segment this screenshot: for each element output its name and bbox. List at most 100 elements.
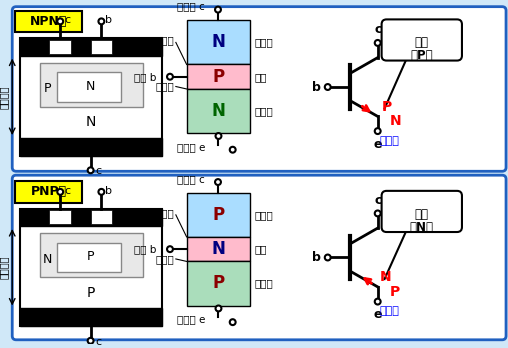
Text: 集电极 c: 集电极 c (177, 174, 205, 184)
Text: N: N (86, 80, 96, 93)
Circle shape (99, 18, 104, 24)
Bar (20, 38, 162, 156)
Circle shape (167, 246, 173, 252)
Bar (15, 10, 82, 32)
Text: e: e (373, 138, 382, 151)
FancyBboxPatch shape (12, 7, 506, 171)
Text: P: P (44, 82, 51, 95)
Text: 集电区: 集电区 (254, 38, 273, 47)
Text: P: P (87, 286, 96, 300)
Text: 中间: 中间 (415, 208, 429, 221)
Bar (20, 208, 162, 326)
Bar (90, 40, 112, 54)
Text: 发射极 e: 发射极 e (177, 314, 205, 324)
Bar (40, 63, 143, 106)
Text: 为N区: 为N区 (410, 221, 434, 234)
Bar (186, 237, 250, 261)
Text: P: P (87, 250, 94, 263)
Text: P: P (212, 206, 225, 224)
FancyBboxPatch shape (12, 175, 506, 340)
Circle shape (57, 189, 63, 195)
Text: b: b (312, 80, 321, 94)
Bar (186, 89, 250, 133)
Text: 几百微米: 几百微米 (0, 255, 8, 279)
FancyBboxPatch shape (382, 19, 462, 61)
Text: 基极 b: 基极 b (134, 72, 156, 82)
Text: 集电区: 集电区 (254, 210, 273, 220)
Text: N: N (211, 33, 226, 52)
Text: 发射极: 发射极 (379, 136, 399, 146)
Circle shape (375, 128, 380, 134)
Circle shape (375, 40, 380, 46)
Text: 集电极 c: 集电极 c (177, 2, 205, 12)
Text: N: N (86, 115, 97, 129)
Text: 发射结: 发射结 (155, 254, 174, 264)
Text: c: c (96, 337, 102, 347)
Bar (90, 211, 112, 224)
Text: P: P (212, 275, 225, 292)
Bar (57, 243, 121, 272)
Text: 集电结: 集电结 (155, 35, 174, 46)
Text: P: P (382, 100, 392, 113)
Text: N: N (43, 253, 52, 266)
Circle shape (215, 7, 221, 13)
Text: b: b (105, 186, 112, 196)
Text: b: b (105, 15, 112, 25)
Bar (20, 138, 162, 156)
Text: c: c (374, 23, 382, 36)
Bar (20, 308, 162, 326)
Bar (40, 233, 143, 277)
Bar (186, 261, 250, 306)
Circle shape (325, 84, 331, 90)
Circle shape (325, 254, 331, 260)
Text: N: N (211, 102, 226, 120)
Circle shape (375, 211, 380, 216)
Text: 几百微米: 几百微米 (0, 85, 8, 109)
Text: b: b (312, 251, 321, 264)
Text: P: P (212, 68, 225, 86)
Bar (186, 193, 250, 237)
Bar (20, 38, 162, 56)
Bar (49, 40, 71, 54)
Circle shape (230, 319, 236, 325)
Circle shape (375, 299, 380, 304)
Bar (186, 21, 250, 64)
Bar (186, 64, 250, 89)
FancyBboxPatch shape (382, 191, 462, 232)
Text: c: c (374, 193, 382, 207)
Text: N: N (390, 114, 401, 128)
Text: 中间: 中间 (415, 37, 429, 49)
Text: 发射极: 发射极 (379, 307, 399, 316)
Text: c: c (64, 186, 70, 196)
Circle shape (88, 167, 93, 173)
Text: c: c (64, 15, 70, 25)
Text: 发射极 e: 发射极 e (177, 142, 205, 152)
Text: e: e (373, 308, 382, 322)
Text: 基区: 基区 (254, 244, 267, 254)
Text: N: N (379, 270, 391, 284)
Text: N: N (211, 240, 226, 258)
Bar (49, 211, 71, 224)
Circle shape (215, 306, 221, 311)
Text: 为P区: 为P区 (410, 49, 433, 62)
Text: c: c (96, 166, 102, 176)
Circle shape (99, 189, 104, 195)
Circle shape (215, 179, 221, 185)
Bar (57, 72, 121, 102)
Circle shape (57, 18, 63, 24)
Bar (15, 181, 82, 203)
Circle shape (230, 147, 236, 153)
Text: 基区: 基区 (254, 72, 267, 82)
Circle shape (88, 338, 93, 344)
Text: 发射区: 发射区 (254, 278, 273, 288)
Circle shape (167, 74, 173, 80)
Text: P: P (390, 285, 400, 299)
Text: 集电结: 集电结 (155, 208, 174, 218)
Circle shape (215, 133, 221, 139)
Text: NPN型: NPN型 (30, 15, 67, 28)
Text: 基极 b: 基极 b (134, 244, 156, 254)
Text: PNP型: PNP型 (30, 185, 67, 198)
Bar (20, 208, 162, 226)
Text: 发射区: 发射区 (254, 106, 273, 116)
Text: 发射结: 发射结 (155, 81, 174, 92)
